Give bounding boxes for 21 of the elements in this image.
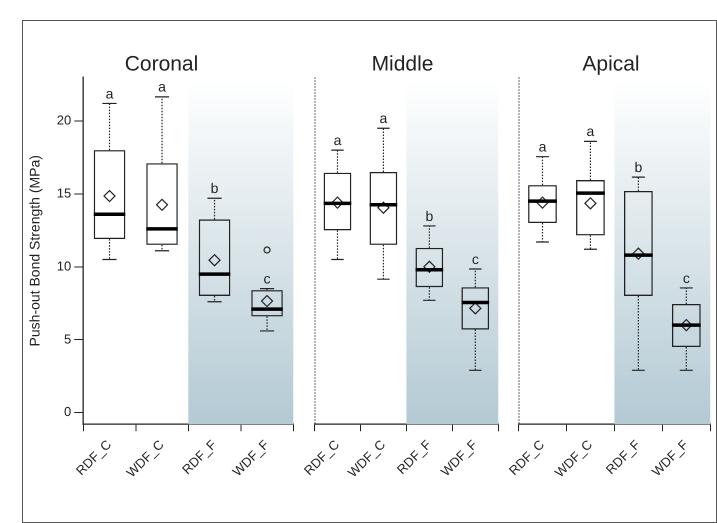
text: a bbox=[158, 78, 166, 95]
text: c bbox=[472, 250, 479, 267]
text: c bbox=[264, 270, 271, 287]
chart-title: Middle bbox=[372, 52, 434, 76]
chart-title: Coronal bbox=[124, 52, 198, 76]
text: a bbox=[334, 132, 342, 148]
chart-title: Apical bbox=[582, 52, 640, 76]
y-tick-label: 10 bbox=[56, 258, 72, 274]
text: b bbox=[634, 158, 642, 175]
text: a bbox=[538, 138, 546, 155]
y-tick-label: 15 bbox=[56, 185, 72, 200]
y-tick-label: 0 bbox=[64, 404, 72, 420]
y-tick-label: 20 bbox=[56, 112, 72, 128]
text: c bbox=[682, 270, 690, 286]
y-tick-label: 5 bbox=[64, 331, 72, 346]
text: a bbox=[586, 123, 594, 140]
text: a bbox=[106, 85, 114, 102]
y-axis-title: Push-out Bond Strength (MPa) bbox=[26, 155, 42, 346]
text: b bbox=[210, 180, 218, 196]
text: a bbox=[380, 110, 388, 126]
text: b bbox=[425, 208, 434, 224]
